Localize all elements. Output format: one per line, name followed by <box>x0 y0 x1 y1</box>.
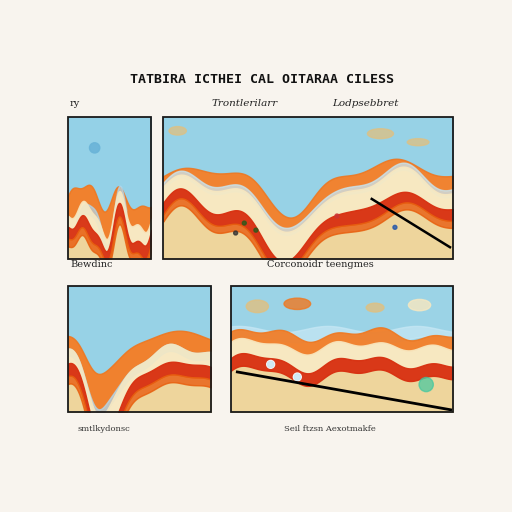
Circle shape <box>335 214 339 218</box>
Circle shape <box>233 231 238 235</box>
Ellipse shape <box>246 300 268 313</box>
Ellipse shape <box>368 129 394 139</box>
Text: TATBIRA ICTHEI CAL OITARAA CILESS: TATBIRA ICTHEI CAL OITARAA CILESS <box>131 73 394 86</box>
FancyBboxPatch shape <box>68 117 152 259</box>
Text: Trontlerilarr: Trontlerilarr <box>211 99 278 108</box>
Ellipse shape <box>366 303 384 312</box>
FancyBboxPatch shape <box>230 286 453 412</box>
Text: Lodpsebbret: Lodpsebbret <box>332 99 399 108</box>
Text: Bewdinc: Bewdinc <box>70 260 113 269</box>
Circle shape <box>254 228 258 232</box>
Text: Seil ftzsn Aexotmakfe: Seil ftzsn Aexotmakfe <box>284 425 376 433</box>
Circle shape <box>242 221 246 225</box>
FancyBboxPatch shape <box>68 286 211 412</box>
Ellipse shape <box>409 300 431 311</box>
Circle shape <box>90 143 100 153</box>
Text: Corconoidr teengmes: Corconoidr teengmes <box>267 260 373 269</box>
Circle shape <box>393 225 397 229</box>
Circle shape <box>267 360 274 368</box>
Text: smtlkydonsc: smtlkydonsc <box>77 425 130 433</box>
Circle shape <box>419 377 433 392</box>
Text: ry: ry <box>70 99 80 108</box>
Circle shape <box>294 374 301 380</box>
Ellipse shape <box>169 126 186 135</box>
Circle shape <box>293 373 301 381</box>
Circle shape <box>267 361 274 368</box>
Ellipse shape <box>284 298 311 309</box>
Ellipse shape <box>407 139 429 146</box>
FancyBboxPatch shape <box>163 117 453 259</box>
